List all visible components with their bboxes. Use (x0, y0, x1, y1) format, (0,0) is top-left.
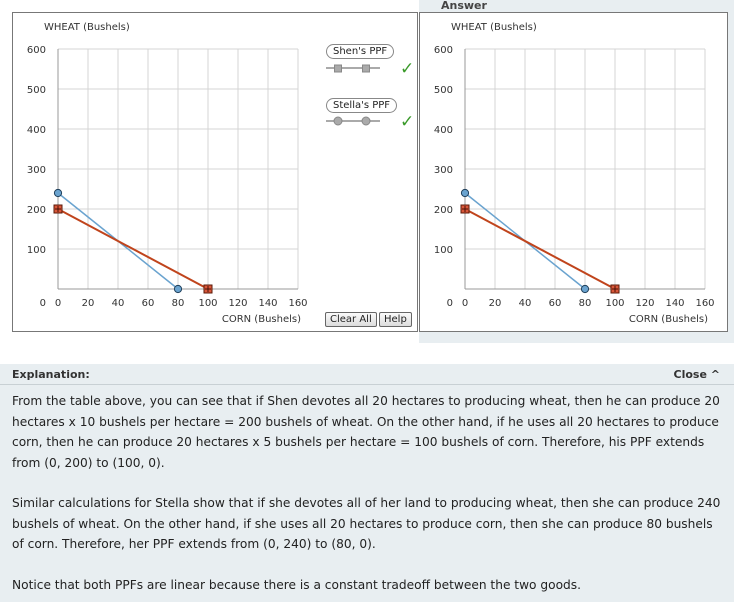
x-axis-label: CORN (Bushels) (222, 314, 301, 325)
shen-point (460, 204, 470, 214)
x-tick-label: 80 (172, 298, 185, 309)
x-tick-label: 60 (549, 298, 562, 309)
explanation-header: Explanation: Close ^ (0, 364, 734, 385)
y-tick-label: 0 (447, 298, 453, 309)
x-tick-label: 140 (665, 298, 684, 309)
x-tick-label: 0 (55, 298, 61, 309)
y-tick-label: 400 (27, 125, 46, 136)
y-tick-label: 100 (27, 245, 46, 256)
stella-point (460, 188, 470, 198)
x-tick-label: 40 (112, 298, 125, 309)
y-axis-label: WHEAT (Bushels) (44, 22, 130, 33)
legend-shen-ppf[interactable]: Shen's PPF (326, 44, 395, 59)
y-tick-label: 500 (27, 85, 46, 96)
stella-point (53, 188, 63, 198)
explanation-body: From the table above, you can see that i… (12, 391, 724, 615)
legend-shen-tool[interactable]: ✓ (324, 59, 424, 75)
answer-ppf-chart: 0 20 40 60 80 100 120 140 160 0 100 200 300 400 500 600… (434, 22, 715, 325)
x-tick-label: 20 (489, 298, 502, 309)
y-tick-label: 400 (434, 125, 453, 136)
shen-point (610, 284, 620, 294)
x-tick-label: 100 (605, 298, 624, 309)
shen-point (53, 204, 63, 214)
answer-title: Answer (441, 0, 487, 12)
explanation-label: Explanation: (12, 368, 90, 381)
shen-point (203, 284, 213, 294)
graph-panel: 0 20 40 60 80 100 120 140 160 0 100 200 300 400 500 600… (12, 12, 418, 332)
stella-point (173, 284, 183, 294)
series-line-shen (464, 208, 616, 290)
series-line-shen (57, 208, 209, 290)
legend-stella-ppf[interactable]: Stella's PPF (326, 98, 398, 113)
y-tick-label: 0 (40, 298, 46, 309)
clear-all-button[interactable]: Clear All (325, 312, 377, 327)
x-tick-label: 0 (462, 298, 468, 309)
y-tick-label: 100 (434, 245, 453, 256)
legend-stella-tool[interactable]: ✓ (324, 113, 424, 129)
y-tick-label: 200 (27, 205, 46, 216)
x-tick-label: 160 (288, 298, 307, 309)
x-tick-label: 40 (519, 298, 532, 309)
answer-graph-panel: 0 20 40 60 80 100 120 140 160 0 100 200 300 400 500 600… (419, 12, 728, 332)
legend-stella-label: Stella's PPF (333, 100, 391, 111)
stella-point (580, 284, 590, 294)
explanation-paragraph-3: Notice that both PPFs are linear because… (12, 577, 581, 592)
y-tick-label: 600 (434, 45, 453, 56)
y-tick-label: 500 (434, 85, 453, 96)
x-tick-label: 120 (635, 298, 654, 309)
y-axis-label: WHEAT (Bushels) (451, 22, 537, 33)
x-axis-label: CORN (Bushels) (629, 314, 708, 325)
legend-shen-marker-right (362, 64, 370, 73)
help-button[interactable]: Help (379, 312, 412, 327)
explanation-paragraph-1: From the table above, you can see that i… (12, 394, 720, 470)
legend-shen-label: Shen's PPF (333, 46, 388, 57)
y-tick-label: 300 (27, 165, 46, 176)
x-tick-label: 160 (695, 298, 714, 309)
x-tick-label: 140 (258, 298, 277, 309)
y-tick-label: 600 (27, 45, 46, 56)
explanation-panel: Explanation: Close ^ From the table abov… (0, 364, 734, 602)
explanation-paragraph-2: Similar calculations for Stella show tha… (12, 496, 721, 551)
legend-stella-marker-right (361, 116, 371, 126)
x-tick-label: 20 (82, 298, 95, 309)
x-tick-label: 100 (198, 298, 217, 309)
shen-check-icon: ✓ (400, 59, 414, 75)
y-tick-label: 300 (434, 165, 453, 176)
legend-shen-marker-left (334, 64, 342, 73)
stella-check-icon: ✓ (400, 113, 414, 129)
x-tick-label: 120 (228, 298, 247, 309)
y-tick-label: 200 (434, 205, 453, 216)
legend-stella-marker-left (333, 116, 343, 126)
ppf-chart[interactable]: 0 20 40 60 80 100 120 140 160 0 100 200 300 400 500 600… (13, 13, 417, 331)
close-explanation-button[interactable]: Close ^ (673, 368, 720, 381)
x-tick-label: 60 (142, 298, 155, 309)
x-tick-label: 80 (579, 298, 592, 309)
